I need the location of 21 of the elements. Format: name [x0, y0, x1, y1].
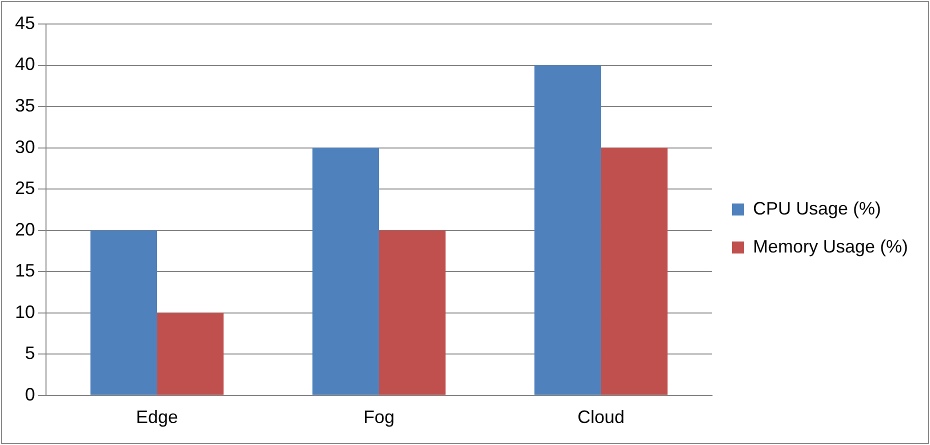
x-tick-label: Cloud: [577, 407, 624, 428]
y-tick-label: 5: [25, 343, 36, 364]
legend-label: CPU Usage (%): [752, 198, 881, 218]
bar: [378, 230, 446, 395]
y-tick-label: 30: [14, 136, 36, 157]
x-tick-label: Edge: [136, 407, 178, 428]
y-tick-label: 40: [14, 54, 36, 74]
y-tick-label: 10: [14, 302, 36, 322]
legend-label: Memory Usage (%): [752, 236, 908, 256]
y-tick-label: 0: [25, 384, 36, 404]
bar: [534, 65, 601, 395]
y-tick-label: 35: [14, 96, 36, 116]
x-tick-label: Fog: [363, 407, 395, 428]
y-tick-label: 25: [14, 178, 36, 198]
y-tick-label: 20: [14, 219, 36, 240]
bar: [157, 312, 224, 395]
bar: [600, 148, 668, 395]
bar: [90, 230, 158, 395]
bar: [312, 148, 379, 395]
y-tick-label: 45: [14, 12, 36, 33]
y-tick-label: 15: [14, 260, 36, 281]
